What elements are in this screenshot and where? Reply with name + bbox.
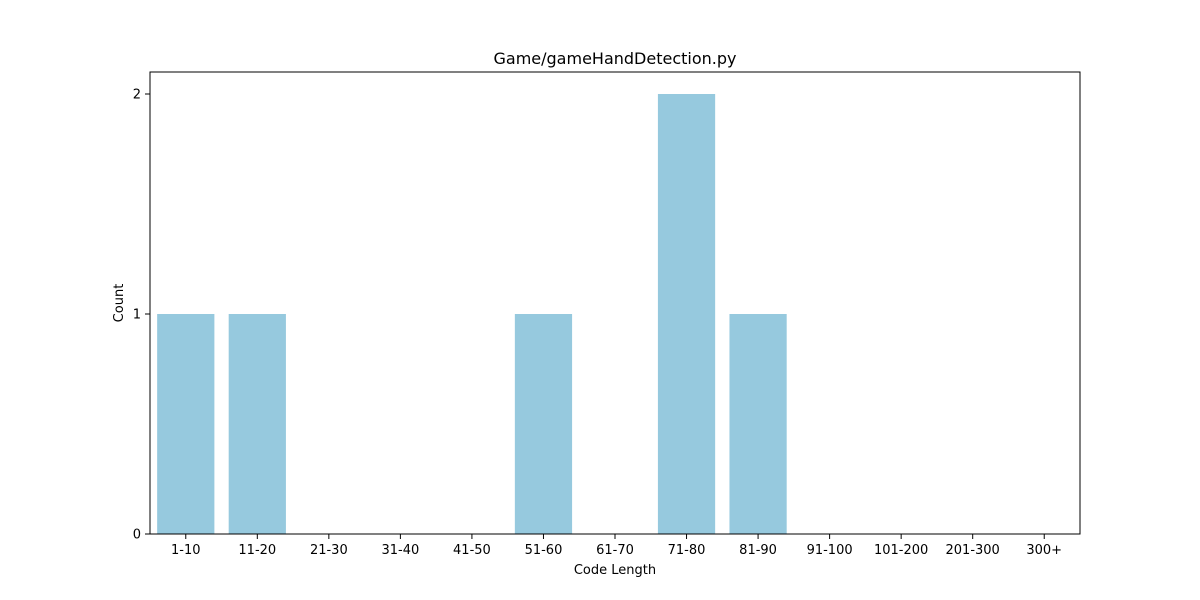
x-tick-label-11-20: 11-20 [238,543,276,558]
bar-71-80 [657,94,716,534]
x-axis-ticks: 1-10 11-20 21-30 31-40 41-50 51-60 61-70 71-80 8… [171,534,1062,558]
y-tick-label-1: 1 [133,308,141,323]
x-tick-label-101-200: 101-200 [874,543,928,558]
bar-51-60 [514,314,573,534]
x-tick-label-91-100: 91-100 [807,543,853,558]
x-tick-label-81-90: 81-90 [739,543,777,558]
x-axis-label: Code Length [574,563,656,578]
chart-title: Game/gameHandDetection.py [494,49,737,68]
y-axis-label: Count [112,284,127,323]
x-tick-label-21-30: 21-30 [310,543,348,558]
bars-layer [157,94,787,534]
bar-81-90 [729,314,787,534]
plot-frame [149,71,1081,535]
bar-1-10 [157,314,215,534]
y-tick-label-2: 2 [133,88,141,103]
bar-11-20 [228,314,286,534]
y-axis-ticks: 0 1 2 [133,88,150,543]
x-tick-label-300plus: 300+ [1026,543,1062,558]
x-tick-label-71-80: 71-80 [668,543,706,558]
x-tick-label-201-300: 201-300 [946,543,1000,558]
x-tick-label-31-40: 31-40 [381,543,419,558]
x-tick-label-61-70: 61-70 [596,543,634,558]
y-tick-label-0: 0 [133,528,141,543]
x-tick-label-51-60: 51-60 [525,543,563,558]
x-tick-label-41-50: 41-50 [453,543,491,558]
x-tick-label-1-10: 1-10 [171,543,201,558]
